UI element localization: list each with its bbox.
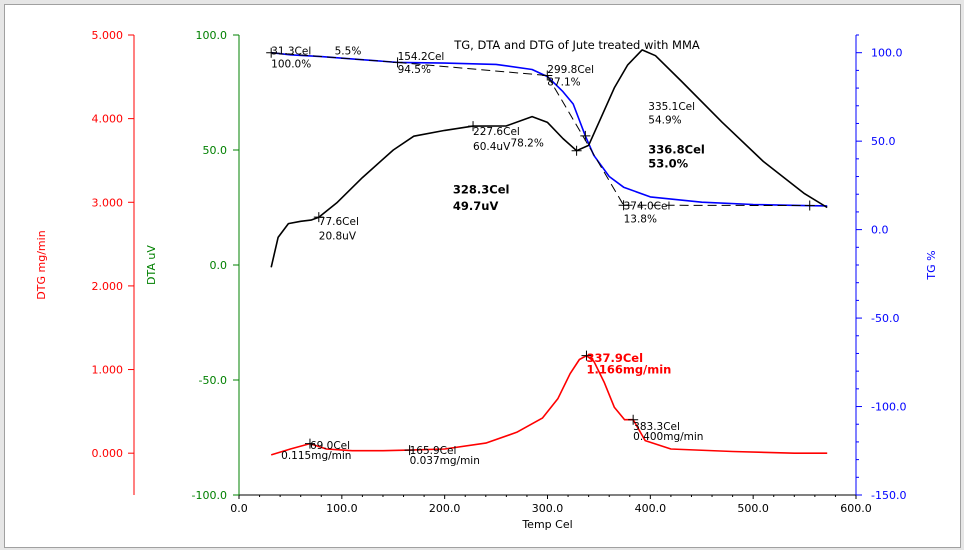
data-label: 69.0Cel <box>310 440 350 452</box>
point-marker <box>628 414 639 425</box>
dtg-tick-label: 5.000 <box>92 29 124 42</box>
dtg-tick-label: 0.000 <box>92 447 124 460</box>
x-axis-label: Temp Cel <box>521 518 572 531</box>
data-label: 53.0% <box>648 157 688 171</box>
dta-tick-label: 0.0 <box>210 259 228 272</box>
data-label: 87.1% <box>547 76 580 88</box>
data-label: 100.0% <box>271 59 311 71</box>
point-marker <box>618 200 629 211</box>
tg-axis-label: TG % <box>925 250 938 280</box>
data-label: 154.2Cel <box>398 51 445 63</box>
dtg-tick-label: 4.000 <box>92 113 124 126</box>
data-label: 0.400mg/min <box>633 431 703 443</box>
data-label: 227.6Cel <box>473 126 520 138</box>
data-label: 1.166mg/min <box>586 363 671 377</box>
tg-step-line <box>397 61 548 77</box>
tg-tick-label: 50.0 <box>871 135 896 148</box>
data-label: 335.1Cel <box>648 101 695 113</box>
tg-dta-dtg-chart: TG, DTA and DTG of Jute treated with MMA… <box>35 29 938 531</box>
data-label: 383.3Cel <box>633 421 680 433</box>
dtg-tick-label: 2.000 <box>92 280 124 293</box>
dta-tick-label: 100.0 <box>196 29 228 42</box>
data-label: 374.0Cel <box>624 200 671 212</box>
tg-tick-label: -50.0 <box>871 312 899 325</box>
dta-tick-label: -100.0 <box>192 489 227 502</box>
data-label: 0.037mg/min <box>410 455 480 467</box>
data-label: 78.2% <box>510 138 543 150</box>
dta-axis-label: DTA uV <box>145 245 158 285</box>
data-label: 0.115mg/min <box>281 450 351 462</box>
dtg-tick-label: 3.000 <box>92 196 124 209</box>
x-tick-label: 100.0 <box>326 502 358 515</box>
x-tick-label: 0.0 <box>230 502 248 515</box>
chart-title: TG, DTA and DTG of Jute treated with MMA <box>453 38 700 52</box>
point-marker <box>542 70 553 81</box>
data-label: 165.9Cel <box>410 445 457 457</box>
point-marker <box>580 130 591 141</box>
tg-tick-label: -100.0 <box>871 401 906 414</box>
data-label: 5.5% <box>335 45 362 57</box>
data-label: 77.6Cel <box>319 216 359 228</box>
dtg-curve <box>270 354 828 456</box>
tg-tick-label: 0.0 <box>871 224 889 237</box>
data-label: 337.9Cel <box>586 351 643 365</box>
tg-tick-label: 100.0 <box>871 47 903 60</box>
data-label: 60.4uV <box>473 141 511 153</box>
tg-step-line <box>271 52 398 63</box>
x-tick-label: 500.0 <box>737 502 769 515</box>
point-marker <box>581 350 592 361</box>
point-marker <box>404 445 415 456</box>
x-tick-label: 600.0 <box>840 502 872 515</box>
dta-tick-label: -50.0 <box>199 374 227 387</box>
x-tick-label: 300.0 <box>532 502 564 515</box>
data-label: 20.8uV <box>319 231 357 243</box>
point-marker <box>266 47 277 58</box>
point-marker <box>313 212 324 223</box>
dta-tick-label: 50.0 <box>203 144 228 157</box>
data-label: 13.8% <box>624 214 657 226</box>
point-marker <box>468 121 479 132</box>
x-tick-label: 400.0 <box>635 502 667 515</box>
data-label: 94.5% <box>398 64 431 76</box>
dtg-tick-label: 1.000 <box>92 364 124 377</box>
point-marker <box>392 57 403 68</box>
point-marker <box>804 200 815 211</box>
dtg-axis-label: DTG mg/min <box>35 230 48 299</box>
chart-frame: TG, DTA and DTG of Jute treated with MMA… <box>4 4 961 548</box>
data-label: 31.3Cel <box>271 45 311 57</box>
tg-tick-label: -150.0 <box>871 489 906 502</box>
data-label: 299.8Cel <box>547 64 594 76</box>
data-label: 49.7uV <box>453 199 499 213</box>
point-marker <box>304 438 315 449</box>
dta-curve <box>270 49 828 268</box>
data-label: 336.8Cel <box>648 143 705 157</box>
data-label: 54.9% <box>648 114 681 126</box>
x-tick-label: 200.0 <box>429 502 461 515</box>
data-label: 328.3Cel <box>453 183 510 197</box>
point-marker <box>571 145 582 156</box>
